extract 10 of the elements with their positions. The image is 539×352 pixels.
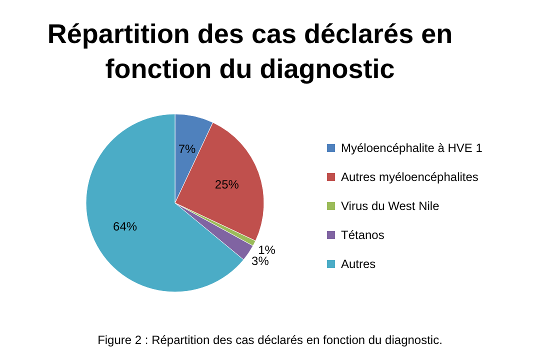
chart-title: Répartition des cas déclarés en fonction du diagnostic bbox=[47, 19, 453, 84]
legend-label: Virus du West Nile bbox=[341, 199, 440, 213]
data-label: 64% bbox=[113, 219, 138, 234]
legend-label: Autres bbox=[341, 257, 376, 271]
legend-label: Autres myéloencéphalites bbox=[341, 170, 478, 184]
legend-label: Tétanos bbox=[341, 228, 384, 242]
caption: Figure 2 : Répartition des cas déclarés en fonction du diagnostic. bbox=[98, 333, 442, 347]
data-label: 25% bbox=[214, 177, 240, 192]
legend-label: Myéloencéphalite à HVE 1 bbox=[341, 141, 483, 155]
data-label: 7% bbox=[178, 142, 196, 156]
